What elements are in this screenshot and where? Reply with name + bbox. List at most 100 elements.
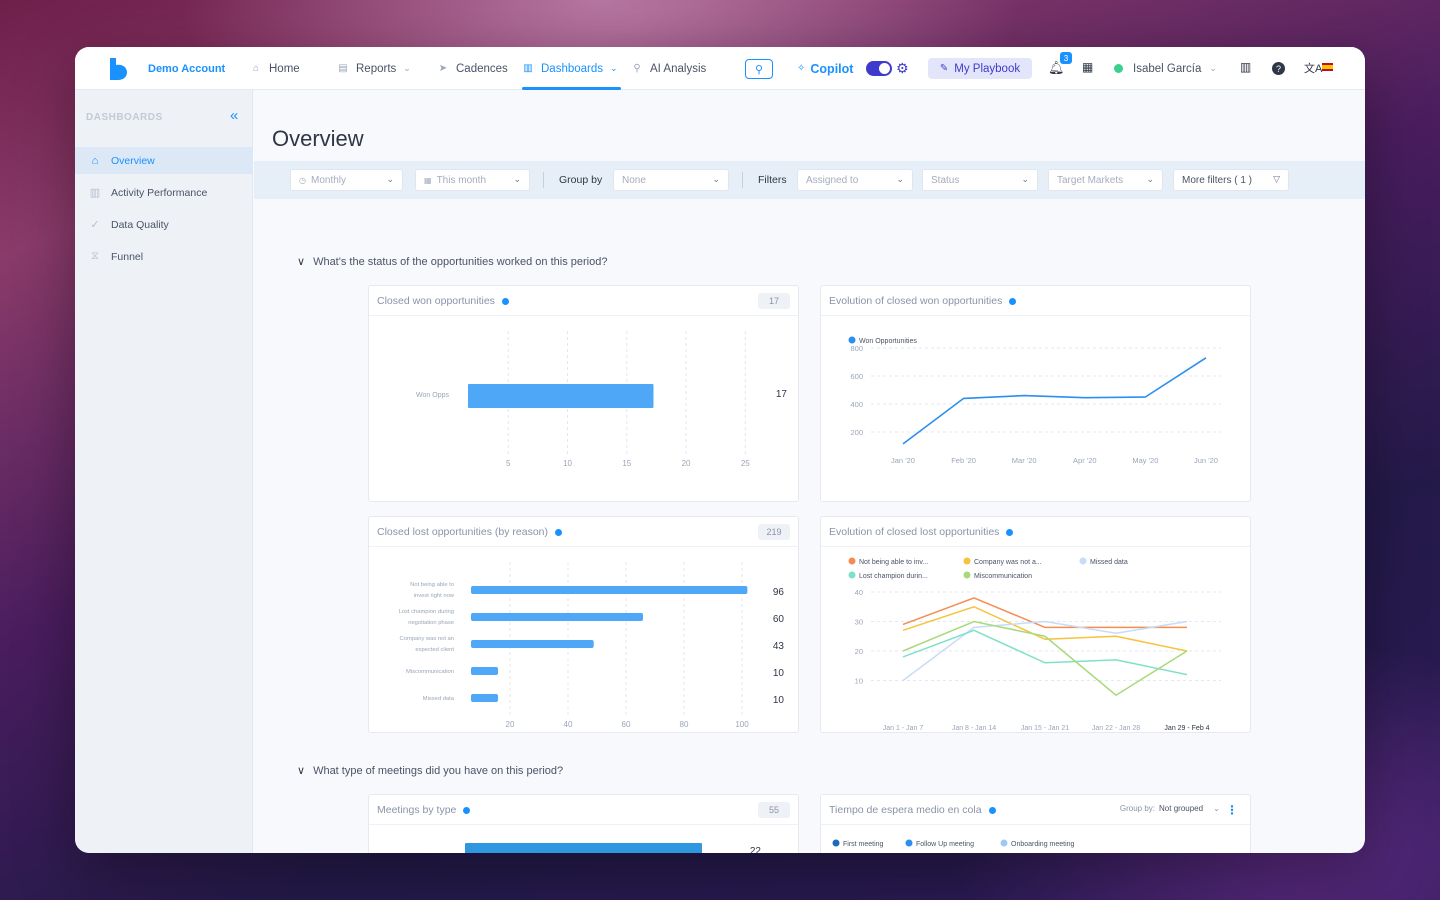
user-menu[interactable]: Isabel García ⌄: [1133, 47, 1217, 90]
stats-icon[interactable]: ▥: [1240, 60, 1252, 74]
nav-ai-analysis[interactable]: ⚲ AI Analysis: [631, 47, 706, 90]
card-title: Closed lost opportunities (by reason): [377, 526, 563, 538]
target-markets-select[interactable]: Target Markets ⌄: [1048, 169, 1163, 191]
help-icon[interactable]: ?: [1272, 62, 1285, 75]
legend-label: First meeting: [843, 841, 884, 848]
collapse-icon[interactable]: «: [230, 107, 239, 124]
account-name[interactable]: Demo Account: [148, 62, 226, 75]
category-label: Lost champion during: [399, 609, 454, 615]
sidebar-item-activity-performance[interactable]: ▥ Activity Performance: [75, 179, 253, 206]
date-range-select[interactable]: ▦ This month ⌄: [415, 169, 530, 191]
search-button[interactable]: ⚲: [745, 59, 773, 79]
wand-icon: ✎: [939, 63, 949, 74]
legend-label: Follow Up meeting: [916, 841, 974, 848]
x-tick-label: Jan 15 - Jan 21: [1021, 725, 1069, 732]
status-select[interactable]: Status ⌄: [922, 169, 1038, 191]
y-tick-label: 600: [850, 372, 863, 381]
x-tick-label: 25: [741, 459, 750, 468]
info-icon[interactable]: [1009, 297, 1017, 305]
calendar-icon: ▦: [424, 175, 432, 185]
more-filters-button[interactable]: More filters ( 1 ) ▽: [1173, 169, 1289, 191]
y-tick-label: 200: [850, 428, 863, 437]
legend-marker: [848, 557, 856, 565]
info-icon[interactable]: [1006, 528, 1014, 536]
bar: [471, 640, 594, 648]
x-tick-label: 40: [564, 720, 573, 729]
more-options-icon[interactable]: ⋮: [1226, 803, 1238, 817]
legend-label: Lost champion durin...: [859, 573, 928, 580]
sidebar-item-funnel[interactable]: ⧖ Funnel: [75, 243, 253, 270]
wait-time-card: Tiempo de espera medio en cola Group by:…: [820, 794, 1251, 853]
lost-evolution-card: Evolution of closed lost opportunities N…: [820, 516, 1251, 733]
legend-marker: [905, 839, 913, 847]
sidebar-item-label: Funnel: [111, 250, 144, 263]
x-tick-label: 20: [506, 720, 515, 729]
nav-home[interactable]: ⌂ Home: [250, 47, 300, 90]
category-label: expected client: [415, 647, 454, 653]
lost-bar-chart: 20 40 60 80 100 Not being able to invest right…: [399, 562, 785, 729]
copilot-toggle[interactable]: [866, 61, 892, 76]
search-icon: ⚲: [754, 63, 764, 76]
sidebar-title: DASHBOARDS: [86, 112, 163, 123]
wait-time-chart: First meeting Follow Up meeting Onboarding…: [832, 839, 1075, 848]
legend-marker: [848, 336, 856, 344]
chevron-down-icon: ⌄: [1146, 174, 1154, 184]
group-by-label: Group by: [559, 174, 603, 186]
online-status-dot: [1114, 64, 1123, 73]
x-tick-label: Mar '20: [1012, 456, 1037, 465]
y-tick-label: 40: [855, 588, 863, 597]
lost-line-chart: Not being able to inv... Company was not …: [848, 557, 1221, 732]
spain-flag-icon[interactable]: [1322, 63, 1333, 71]
card-header: Meetings by type 55: [369, 795, 798, 825]
value-label: 10: [773, 695, 785, 706]
chevron-down-icon: ⌄: [513, 174, 521, 184]
nav-cadences[interactable]: ➤ Cadences: [437, 47, 508, 90]
x-tick-label: 20: [682, 459, 691, 468]
calendar-icon[interactable]: ▦: [1082, 60, 1094, 74]
bell-icon[interactable]: 🔔︎: [1048, 60, 1065, 75]
bloobirds-logo-icon[interactable]: [108, 47, 130, 90]
legend-marker: [1079, 557, 1087, 565]
won-line-chart: Won Opportunities 200 400 600 800 Jan '20 Feb …: [848, 336, 1221, 465]
card-header: Closed won opportunities 17: [369, 286, 798, 316]
my-playbook-button[interactable]: ✎ My Playbook: [928, 58, 1032, 79]
period-select[interactable]: ◷ Monthly ⌄: [290, 169, 403, 191]
nav-home-label: Home: [269, 62, 300, 75]
legend-marker: [1000, 839, 1008, 847]
x-tick-label: 80: [680, 720, 689, 729]
sidebar-item-data-quality[interactable]: ✓ Data Quality: [75, 211, 253, 238]
chevron-down-icon: ⌄: [1213, 804, 1220, 813]
copilot-label[interactable]: ✧ Copilot: [797, 47, 853, 90]
send-icon: ➤: [438, 63, 448, 74]
card-title-text: Evolution of closed lost opportunities: [829, 526, 1000, 538]
sidebar-item-label: Overview: [111, 154, 155, 167]
x-tick-label: Jun '20: [1194, 456, 1218, 465]
info-icon[interactable]: [463, 806, 471, 814]
y-tick-label: 400: [850, 400, 863, 409]
value-label: 17: [776, 389, 788, 400]
group-by-select[interactable]: None ⌄: [613, 169, 729, 191]
card-header: Evolution of closed lost opportunities: [821, 517, 1250, 547]
sidebar-item-overview[interactable]: ⌂ Overview: [75, 147, 253, 174]
bar-chart-icon: ▥: [523, 63, 533, 74]
gear-icon[interactable]: ⚙: [896, 60, 909, 76]
check-icon: ✓: [90, 219, 100, 231]
assigned-to-select[interactable]: Assigned to ⌄: [797, 169, 913, 191]
x-tick-label: Jan '20: [891, 456, 915, 465]
info-icon[interactable]: [988, 806, 996, 814]
value-label: 96: [773, 587, 785, 598]
section-opportunities[interactable]: ∨ What's the status of the opportunities…: [297, 255, 607, 269]
x-tick-label: Feb '20: [951, 456, 976, 465]
my-playbook-label: My Playbook: [954, 62, 1021, 75]
card-title-text: Tiempo de espera medio en cola: [829, 804, 982, 816]
info-icon[interactable]: [555, 528, 563, 536]
group-by-selector[interactable]: Group by: Not grouped ⌄: [1120, 804, 1220, 813]
nav-reports[interactable]: ▤ Reports ⌄: [337, 47, 411, 90]
nav-dashboards[interactable]: ▥ Dashboards ⌄: [522, 47, 617, 90]
card-title-text: Closed lost opportunities (by reason): [377, 526, 549, 538]
top-navigation: Demo Account ⌂ Home ▤ Reports ⌄ ➤ Cadenc…: [75, 47, 1365, 90]
section-meetings[interactable]: ∨ What type of meetings did you have on …: [297, 764, 563, 778]
x-tick-label: Jan 22 - Jan 28: [1092, 725, 1140, 732]
info-icon[interactable]: [501, 297, 509, 305]
translate-icon[interactable]: 文A: [1304, 63, 1323, 75]
